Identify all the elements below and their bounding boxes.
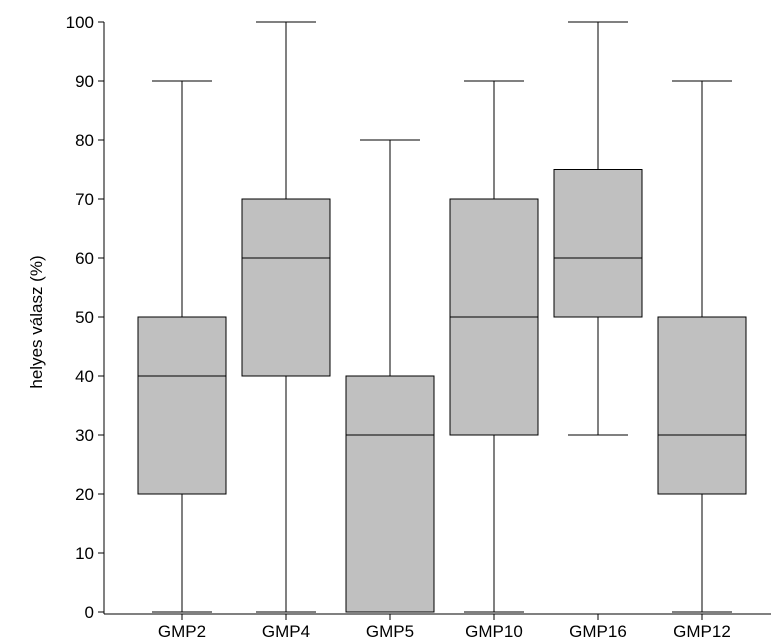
x-category-labels: GMP2 GMP4 GMP5 GMP10 GMP16 GMP12 [158,614,731,641]
box-gmp5 [345,139,435,613]
x-category-label: GMP5 [366,622,414,641]
y-tick-label: 80 [75,131,94,150]
y-tick-label: 60 [75,249,94,268]
box-gmp10 [449,80,539,613]
x-category-label: GMP2 [158,622,206,641]
y-tick-label: 10 [75,544,94,563]
iqr-box [553,169,643,318]
box-gmp2 [137,80,227,613]
y-tick-label: 90 [75,72,94,91]
y-tick-label: 70 [75,190,94,209]
iqr-box [241,198,331,377]
box-gmp12 [657,80,747,613]
iqr-box [345,375,435,613]
y-tick-label: 100 [66,13,94,32]
y-tick-label: 20 [75,485,94,504]
y-tick-label: 0 [85,603,94,622]
box-gmp4 [241,21,331,613]
x-category-label: GMP16 [569,622,627,641]
axes [103,22,771,615]
x-category-label: GMP4 [262,622,310,641]
iqr-box [137,316,227,495]
box-series [137,21,747,613]
y-axis-title: helyes válasz (%) [27,255,46,388]
iqr-box [657,316,747,495]
y-ticks: 0 10 20 30 40 50 60 70 80 90 100 [66,13,104,622]
box-gmp16 [553,21,643,436]
y-tick-label: 30 [75,426,94,445]
x-category-label: GMP12 [673,622,731,641]
x-category-label: GMP10 [465,622,523,641]
y-tick-label: 40 [75,367,94,386]
y-tick-label: 50 [75,308,94,327]
